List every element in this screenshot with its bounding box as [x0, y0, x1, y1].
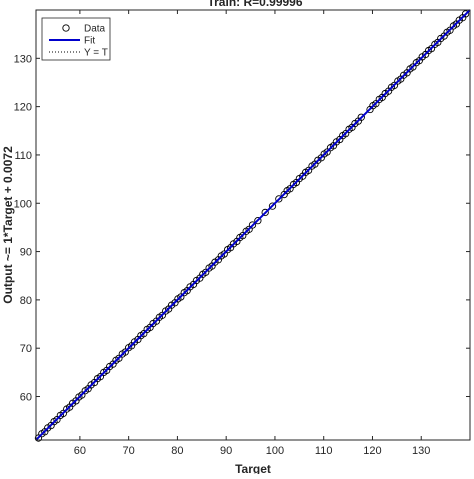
y-tick-label: 110 — [14, 150, 32, 162]
data-point — [275, 195, 283, 203]
x-tick-label: 60 — [74, 445, 86, 457]
y-tick-label: 70 — [20, 343, 32, 355]
data-point — [461, 10, 470, 18]
data-point — [261, 208, 269, 217]
y-axis-title: Output ~= 1*Target + 0.0072 — [1, 146, 15, 304]
data-point — [248, 221, 257, 229]
legend-label-fit: Fit — [84, 36, 95, 47]
y-tick-label: 90 — [20, 247, 32, 259]
plot-frame — [35, 9, 471, 441]
series-layer — [34, 9, 471, 442]
axes-layer: 60 70 80 90 100 110 120 130 60 70 80 90 100 110 120 130 — [14, 10, 470, 457]
legend-label-data: Data — [84, 24, 106, 35]
x-tick-label: 110 — [315, 445, 333, 457]
x-tick-label: 80 — [171, 445, 183, 457]
y-tick-label: 100 — [14, 198, 32, 210]
fit-line — [35, 9, 471, 441]
x-tick-label: 90 — [220, 445, 232, 457]
x-tick-label: 70 — [123, 445, 135, 457]
data-point — [357, 113, 365, 121]
chart-title: Train: R=0.99996 — [207, 0, 302, 9]
data-point — [268, 202, 277, 210]
x-tick-label: 120 — [363, 445, 381, 457]
x-axis-title: Target — [235, 462, 271, 474]
x-tick-label: 130 — [412, 445, 430, 457]
data-point — [254, 217, 262, 225]
y-tick-label: 120 — [14, 102, 32, 114]
legend-label-identity: Y = T — [84, 48, 108, 59]
y-tick-label: 80 — [20, 295, 32, 307]
y-tick-label: 130 — [14, 53, 32, 65]
legend: Data Fit Y = T — [41, 17, 111, 61]
y-tick-label: 60 — [20, 392, 32, 404]
x-tick-label: 100 — [266, 445, 284, 457]
legend-marker-data — [62, 24, 70, 32]
